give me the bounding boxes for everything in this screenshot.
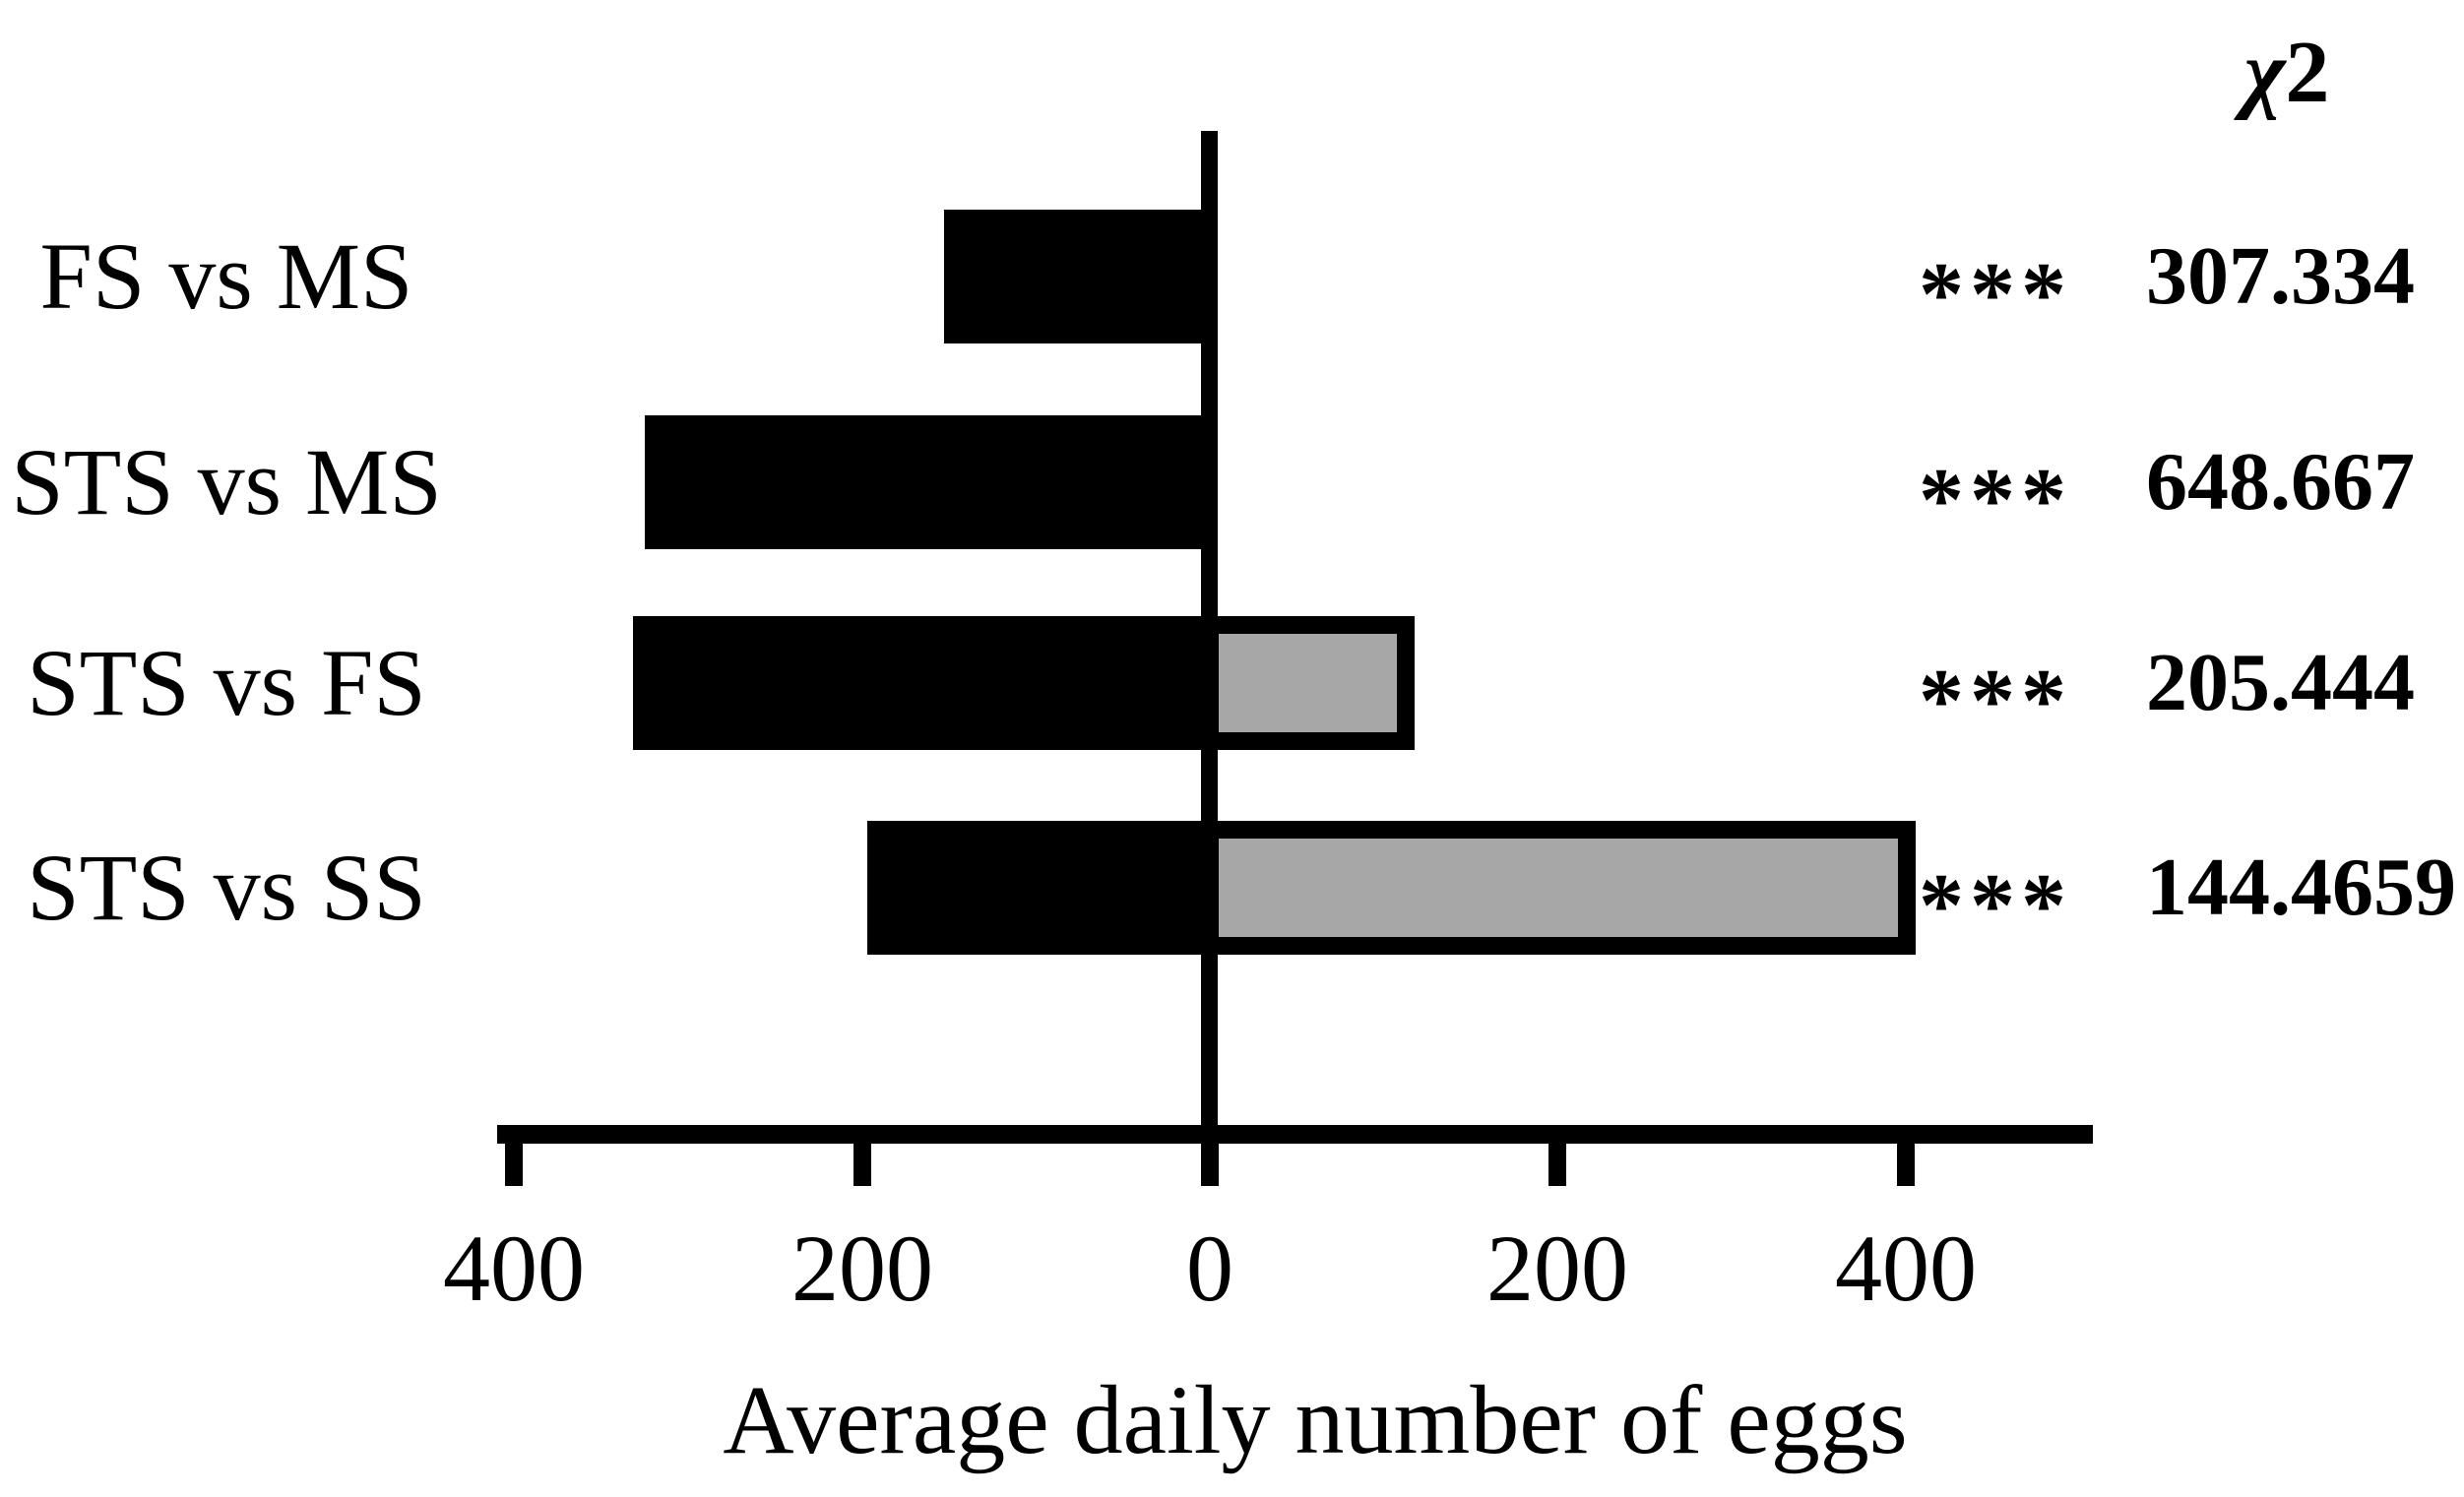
x-tick-label: 0 [1186, 1216, 1233, 1321]
x-tick-label: 200 [1486, 1216, 1628, 1321]
bar-black-sts-vs-ss [867, 821, 1201, 955]
x-axis-tick [1201, 1144, 1219, 1186]
category-label-sts-vs-ms: STS vs MS [11, 429, 442, 534]
x-axis-line [497, 1125, 2093, 1144]
bar-gray-sts-vs-ss [1201, 821, 1916, 955]
category-label-sts-vs-ss: STS vs SS [27, 835, 426, 940]
chi-square-value: 205.444 [2146, 637, 2415, 728]
category-label-sts-vs-fs: STS vs FS [27, 630, 426, 735]
x-axis-tick [1548, 1144, 1566, 1186]
x-axis-tick [853, 1144, 871, 1186]
bar-black-sts-vs-ms [645, 415, 1201, 549]
x-tick-label: 200 [791, 1216, 933, 1321]
x-axis-tick [505, 1144, 523, 1186]
chi-exponent: 2 [2285, 24, 2330, 121]
significance-stars: *** [1919, 650, 2072, 751]
x-tick-label: 400 [443, 1216, 585, 1321]
category-label-fs-vs-ms: FS vs MS [39, 223, 413, 329]
significance-stars: *** [1919, 243, 2072, 344]
x-axis-tick [1897, 1144, 1915, 1186]
bar-gray-sts-vs-fs [1201, 616, 1415, 750]
chi-square-value: 648.667 [2146, 436, 2415, 528]
x-tick-label: 400 [1835, 1216, 1977, 1321]
chi-symbol: χ [2243, 24, 2286, 121]
chi-square-value: 307.334 [2146, 230, 2415, 322]
significance-stars: *** [1919, 449, 2072, 550]
zero-axis-line [1201, 131, 1218, 1144]
chi-square-value: 144.4659 [2146, 842, 2456, 933]
bar-black-sts-vs-fs [633, 616, 1201, 750]
x-axis-title: Average daily number of eggs [723, 1365, 1908, 1474]
significance-stars: *** [1919, 854, 2072, 956]
bar-black-fs-vs-ms [944, 210, 1201, 343]
